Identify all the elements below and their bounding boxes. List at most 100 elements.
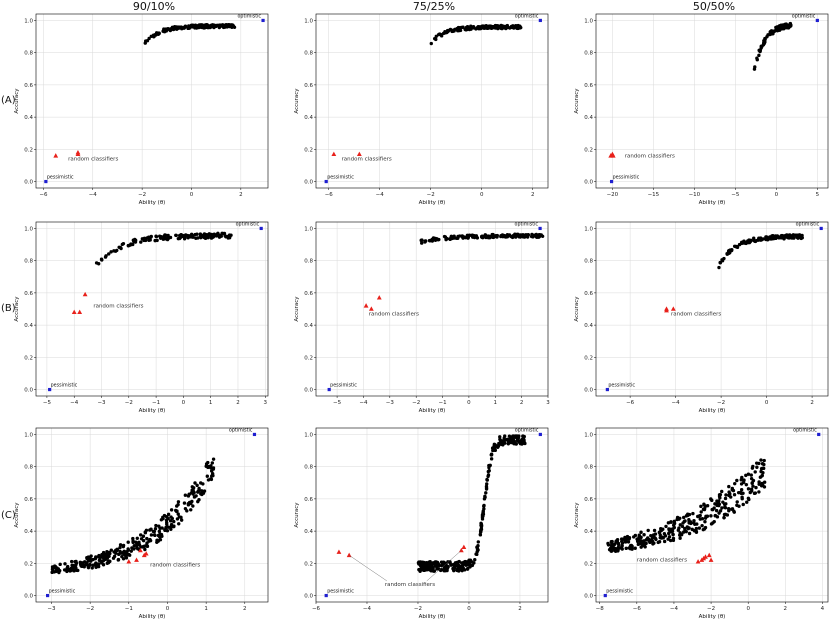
model-point <box>667 535 672 539</box>
model-point <box>744 482 749 487</box>
model-point <box>489 457 494 461</box>
y-tick-label: 0.0 <box>584 594 593 600</box>
col-title-50-50: 50/50% <box>693 0 735 13</box>
model-point <box>715 503 719 508</box>
model-point <box>512 434 516 438</box>
model-point <box>196 490 200 494</box>
model-point <box>144 544 148 548</box>
y-tick-label: 0.8 <box>304 259 313 265</box>
x-tick-label: −5 <box>333 400 342 406</box>
model-point <box>482 504 486 508</box>
model-point <box>684 514 689 518</box>
axes-frame <box>595 13 829 189</box>
model-point <box>516 233 520 238</box>
optimistic-label: optimistic <box>515 427 539 433</box>
model-point <box>757 490 761 494</box>
model-point <box>606 541 610 546</box>
model-point <box>179 515 183 519</box>
model-point <box>678 523 682 527</box>
model-point <box>505 235 510 239</box>
model-point <box>418 560 423 565</box>
model-point <box>106 554 110 558</box>
model-point <box>467 560 472 564</box>
model-point <box>200 492 204 497</box>
model-point <box>76 568 80 573</box>
model-point <box>126 540 130 544</box>
model-point <box>465 567 470 571</box>
model-point <box>755 465 759 469</box>
model-point <box>137 542 142 547</box>
model-point <box>476 544 480 548</box>
y-tick-label: 0.2 <box>24 355 33 361</box>
model-point <box>445 28 450 33</box>
model-point <box>145 536 149 541</box>
model-point <box>220 231 224 236</box>
x-tick-label: −6 <box>325 192 334 198</box>
model-point <box>224 24 228 28</box>
model-point <box>99 257 104 261</box>
model-point <box>792 236 796 240</box>
model-point <box>759 467 764 471</box>
model-point <box>432 569 437 573</box>
model-point <box>687 531 692 536</box>
panel-c-50-50: −8 −6 −4 −2 0 2 4 0.0 0.2 0.4 0.6 0.8 1.0 Ability (θ)… <box>574 427 829 620</box>
model-point <box>698 517 702 521</box>
x-tick-label: −4 <box>672 400 681 406</box>
model-point <box>516 435 520 439</box>
model-point <box>497 24 501 29</box>
model-point <box>739 488 744 492</box>
model-point <box>744 473 748 478</box>
y-tick-label: 0.8 <box>24 259 33 265</box>
model-point <box>749 473 753 477</box>
model-point <box>677 526 681 530</box>
model-point <box>658 535 662 540</box>
model-point <box>188 234 192 238</box>
model-point <box>515 25 519 29</box>
x-tick-label: 0 <box>480 192 484 198</box>
model-point <box>451 567 455 571</box>
model-point <box>497 441 501 446</box>
axes-frame <box>35 427 269 603</box>
random-classifier-marker <box>77 309 83 315</box>
model-point <box>112 550 116 554</box>
model-point <box>62 568 67 572</box>
axes-frame <box>315 221 549 397</box>
model-point <box>762 41 766 46</box>
random-classifier-marker <box>71 309 77 315</box>
model-point <box>511 24 515 28</box>
random-classifiers-label: random classifiers <box>625 153 675 159</box>
model-point <box>476 540 481 544</box>
random-classifier-marker <box>701 555 707 561</box>
model-point <box>452 564 456 568</box>
optimistic-marker <box>261 18 265 23</box>
model-point <box>57 569 61 573</box>
model-point <box>701 507 706 511</box>
model-point <box>166 512 171 517</box>
model-point <box>765 238 770 242</box>
model-point <box>730 507 735 511</box>
x-axis-label: Ability (θ) <box>419 200 446 206</box>
model-point <box>435 565 439 569</box>
model-point <box>107 252 111 256</box>
random-classifier-marker <box>363 303 369 308</box>
model-point <box>117 552 121 557</box>
model-point <box>424 239 428 243</box>
x-axis-label: Ability (θ) <box>419 614 446 620</box>
random-classifiers-label: random classifiers <box>637 558 687 564</box>
y-tick-label: 0.2 <box>584 561 593 567</box>
model-point <box>613 548 617 553</box>
y-axis-label: Accuracy <box>294 502 300 528</box>
model-point <box>722 516 726 520</box>
model-point <box>668 538 673 543</box>
y-tick-label: 0.4 <box>304 323 313 329</box>
x-tick-label: 2 <box>243 606 247 612</box>
model-point <box>728 248 732 252</box>
model-point <box>720 489 724 494</box>
model-point <box>166 525 170 529</box>
model-point <box>720 506 724 510</box>
model-point <box>155 540 159 544</box>
x-tick-label: −4 <box>363 606 372 612</box>
model-point <box>694 526 699 531</box>
model-point <box>740 475 744 480</box>
